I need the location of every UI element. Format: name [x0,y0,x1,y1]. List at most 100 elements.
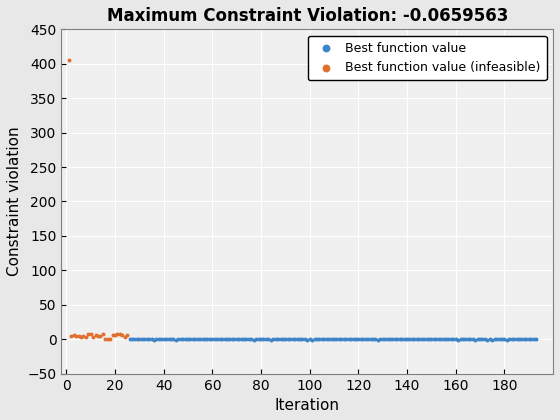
Best function value [218,336,227,342]
Best function value [244,336,253,342]
Best function value [230,336,239,343]
Best function value [342,336,351,343]
Best function value [441,336,450,343]
Best function value [502,336,511,343]
Best function value [251,336,260,343]
Best function value [291,336,300,343]
Best function value [500,336,509,342]
Best function value (infeasible) [120,333,129,340]
Best function value [296,336,305,343]
Best function value [495,336,504,343]
Best function value [444,336,453,342]
Best function value [240,336,249,343]
Best function value [237,336,246,342]
Best function value [247,336,256,342]
Best function value [125,336,134,343]
Best function value (infeasible) [91,331,100,338]
Best function value [497,336,506,342]
Best function value [293,336,302,342]
Best function value [310,336,319,342]
Best function value (infeasible) [123,331,132,338]
Best function value [169,336,178,342]
Best function value [430,336,438,342]
Best function value [254,336,263,343]
Best function value [486,336,494,343]
Best function value (infeasible) [84,331,93,338]
Best function value [142,336,151,342]
Best function value [133,336,142,342]
Best function value [490,336,499,342]
Y-axis label: Constraint violation: Constraint violation [7,127,22,276]
Best function value [286,336,295,343]
Best function value [344,336,353,342]
Best function value [529,336,538,343]
Best function value [412,336,421,343]
Best function value [475,336,484,342]
Best function value [140,336,149,343]
Best function value [191,336,200,343]
Best function value [144,336,153,343]
Best function value [363,336,372,342]
Best function value [208,336,217,343]
Best function value [524,336,533,342]
Best function value [303,336,312,343]
Best function value (infeasible) [69,332,78,339]
Best function value [383,336,392,342]
Best function value [329,336,338,343]
Best function value [381,336,390,343]
Best function value [249,336,258,343]
Best function value [451,336,460,343]
Best function value [235,336,244,343]
Best function value [188,336,197,343]
Best function value [283,336,292,342]
Best function value [206,336,214,343]
Best function value [449,336,458,343]
Best function value [130,336,139,343]
Best function value [337,336,346,342]
Best function value [171,336,180,343]
Best function value [298,336,307,343]
Best function value (infeasible) [79,332,88,339]
Best function value [408,336,417,342]
Best function value [307,336,316,343]
Best function value [374,336,382,343]
Best function value [410,336,419,343]
Best function value [264,336,273,343]
Best function value (infeasible) [113,331,122,338]
Best function value [222,336,231,343]
Best function value [315,336,324,342]
Best function value [400,336,409,342]
Best function value (infeasible) [101,336,110,342]
Best function value [459,336,468,343]
Best function value (infeasible) [118,331,127,338]
Best function value [424,336,433,342]
Best function value [439,336,448,342]
Best function value [181,336,190,343]
Best function value [200,336,209,343]
Best function value [434,336,443,342]
Best function value [162,336,171,342]
Best function value [128,336,137,342]
Best function value [276,336,285,343]
Best function value (infeasible) [88,334,97,341]
Best function value [432,336,441,343]
Best function value [403,336,412,342]
Legend: Best function value, Best function value (infeasible): Best function value, Best function value… [307,36,547,80]
Best function value [507,336,516,342]
Best function value [176,336,185,342]
Best function value [339,336,348,342]
Best function value [179,336,188,343]
Best function value [198,336,207,343]
Best function value (infeasible) [64,57,73,64]
Best function value [515,336,524,342]
Best function value [517,336,526,342]
Best function value [437,336,446,343]
Best function value [347,336,356,343]
Best function value [349,336,358,342]
Best function value [419,336,428,342]
Best function value [356,336,365,342]
Best function value [267,336,276,343]
Best function value (infeasible) [99,331,108,337]
Best function value (infeasible) [94,333,102,340]
Best function value [464,336,473,342]
